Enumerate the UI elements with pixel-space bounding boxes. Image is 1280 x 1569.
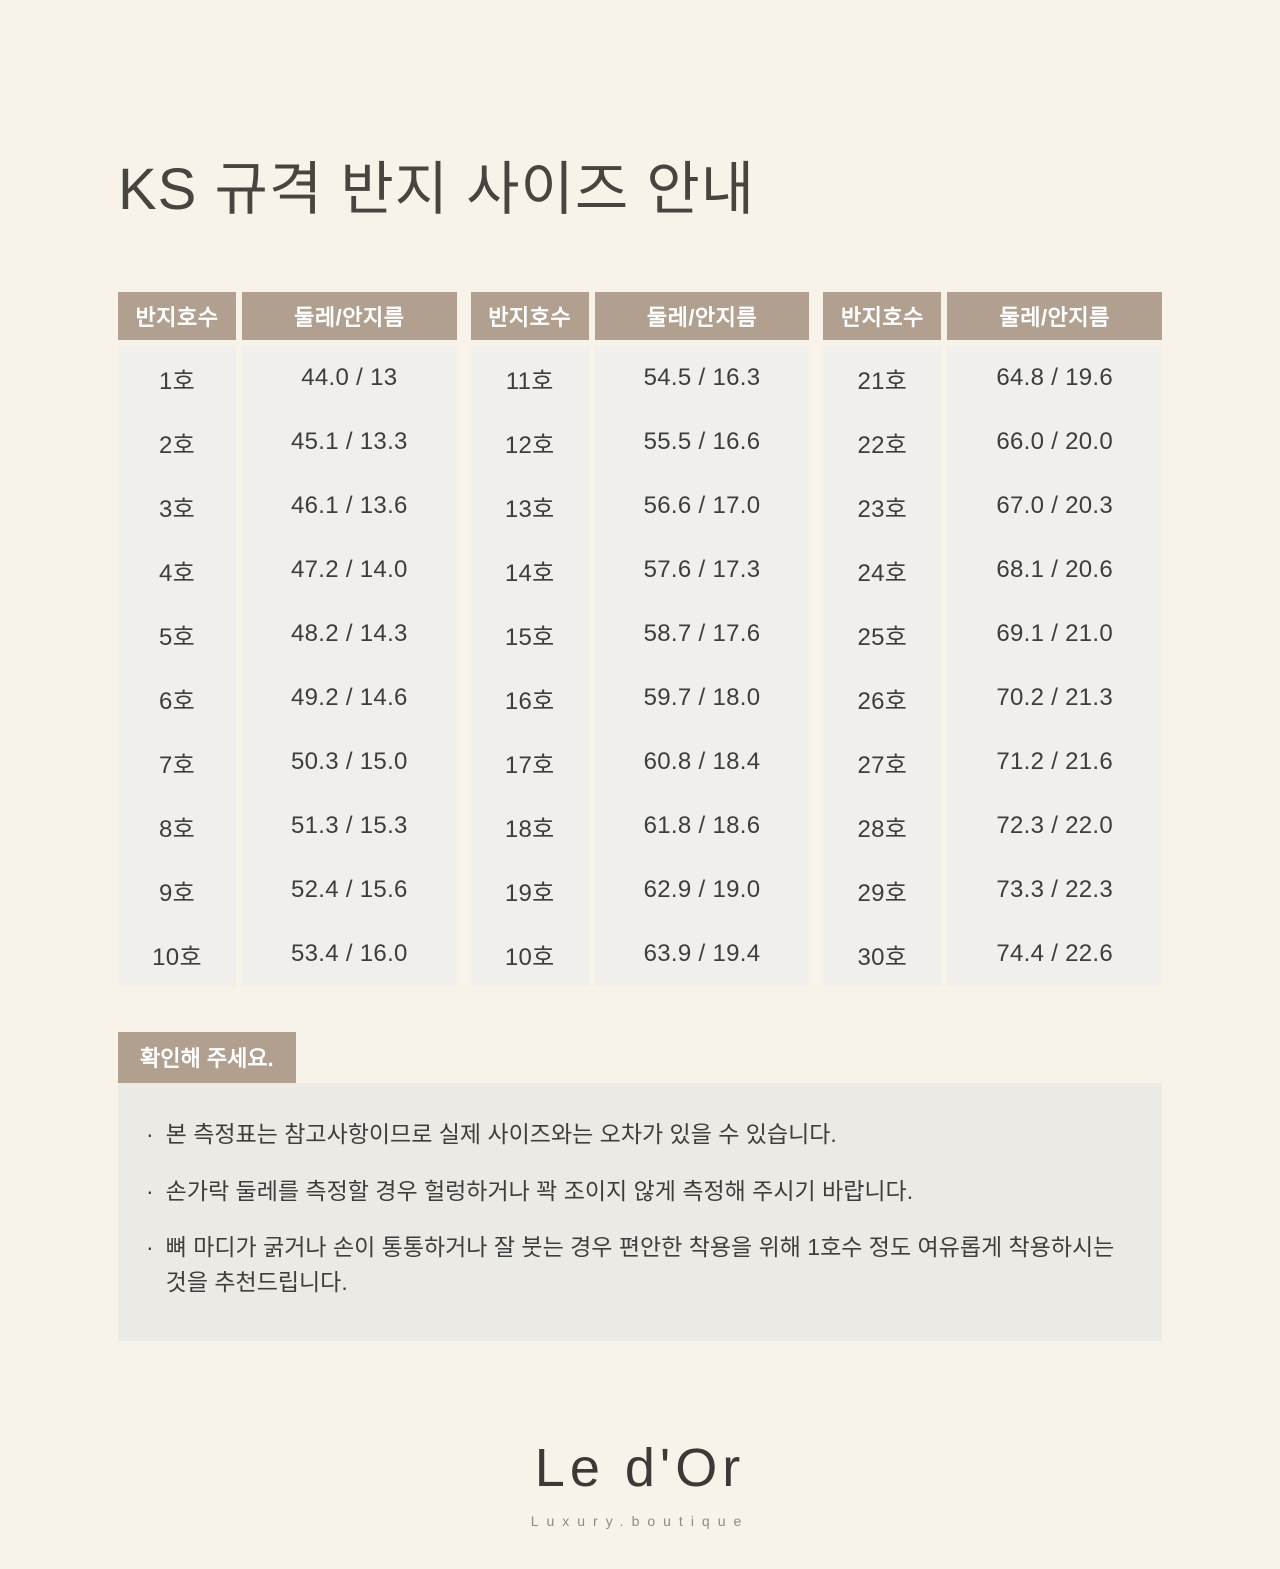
column-header-value: 둘레/안지름 <box>242 292 457 340</box>
value-cell: 54.5 / 16.3 <box>643 364 761 391</box>
bullet-icon: · <box>146 1121 154 1147</box>
table-column: 둘레/안지름 64.8 / 19.6 66.0 / 20.0 67.0 / 20.3 6… <box>947 292 1163 986</box>
size-cell: 25호 <box>857 623 908 651</box>
size-cell: 18호 <box>504 815 555 843</box>
notice-item-text: 손가락 둘레를 측정할 경우 헐렁하거나 꽉 조이지 않게 측정해 주시기 바랍… <box>165 1177 914 1204</box>
size-cell: 26호 <box>857 687 908 715</box>
value-cell: 62.9 / 19.0 <box>643 876 761 903</box>
value-cell: 49.2 / 14.6 <box>290 684 408 711</box>
value-cell: 70.2 / 21.3 <box>996 684 1114 711</box>
value-cell: 58.7 / 17.6 <box>643 620 761 647</box>
value-cell: 61.8 / 18.6 <box>643 812 761 839</box>
footer: Le d'Or Luxury.boutique <box>118 1437 1162 1569</box>
size-cell: 10호 <box>504 943 555 971</box>
value-cell: 66.0 / 20.0 <box>996 428 1114 455</box>
size-cell: 9호 <box>158 879 196 907</box>
value-cell: 59.7 / 18.0 <box>643 684 761 711</box>
value-cell: 53.4 / 16.0 <box>290 940 408 967</box>
table-column: 반지호수 11호 12호 13호 14호 15호 16호 17호 18호 19호 10호 <box>470 292 589 986</box>
page-title: KS 규격 반지 사이즈 안내 <box>118 157 756 222</box>
size-cell: 13호 <box>504 495 555 523</box>
ring-size-table-1: 반지호수 1호 2호 3호 4호 5호 6호 7호 8호 9호 10호 둘레/안지름 44.0 / 13… <box>118 292 457 986</box>
ring-size-tables: 반지호수 1호 2호 3호 4호 5호 6호 7호 8호 9호 10호 둘레/안지름 44.0 / 13… <box>118 292 1163 986</box>
size-cell: 6호 <box>158 687 196 715</box>
value-cell: 72.3 / 22.0 <box>996 812 1114 839</box>
ring-size-table-2: 반지호수 11호 12호 13호 14호 15호 16호 17호 18호 19호 10호 둘레/안지름… <box>470 292 810 986</box>
size-cell: 10호 <box>152 943 202 971</box>
size-cell: 22호 <box>857 431 908 459</box>
size-cell: 24호 <box>857 559 908 587</box>
value-cell: 51.3 / 15.3 <box>290 812 408 839</box>
value-cell: 64.8 / 19.6 <box>996 364 1114 391</box>
value-cell: 68.1 / 20.6 <box>996 556 1114 583</box>
table-body: 54.5 / 16.3 55.5 / 16.6 56.6 / 17.0 57.6 / … <box>594 346 810 986</box>
column-header-size: 반지호수 <box>823 292 942 340</box>
table-body: 64.8 / 19.6 66.0 / 20.0 67.0 / 20.3 68.1 / … <box>947 346 1163 986</box>
column-header-size: 반지호수 <box>470 292 589 340</box>
column-header-value: 둘레/안지름 <box>594 292 810 340</box>
value-cell: 47.2 / 14.0 <box>290 556 408 583</box>
value-cell: 56.6 / 17.0 <box>643 492 761 519</box>
brand-tagline: Luxury.boutique <box>530 1513 750 1529</box>
table-column: 둘레/안지름 44.0 / 13 45.1 / 13.3 46.1 / 13.6 47.… <box>242 292 457 986</box>
size-cell: 17호 <box>504 751 555 779</box>
value-cell: 60.8 / 18.4 <box>643 748 761 775</box>
value-cell: 57.6 / 17.3 <box>643 556 761 583</box>
bullet-icon: · <box>146 1177 154 1204</box>
value-cell: 46.1 / 13.6 <box>290 492 408 519</box>
size-cell: 8호 <box>158 815 196 843</box>
value-cell: 55.5 / 16.6 <box>643 428 761 455</box>
brand-logo: Le d'Or <box>534 1438 746 1498</box>
notice-item: · 본 측정표는 참고사항이므로 실제 사이즈와는 오차가 있을 수 있습니다. <box>146 1117 1120 1152</box>
value-cell: 69.1 / 21.0 <box>996 620 1114 647</box>
table-body: 11호 12호 13호 14호 15호 16호 17호 18호 19호 10호 <box>470 346 589 986</box>
notice-box: · 본 측정표는 참고사항이므로 실제 사이즈와는 오차가 있을 수 있습니다.… <box>118 1083 1162 1341</box>
size-cell: 19호 <box>504 879 555 907</box>
value-cell: 73.3 / 22.3 <box>996 876 1114 903</box>
size-cell: 1호 <box>158 367 196 395</box>
size-cell: 23호 <box>857 495 908 523</box>
size-cell: 28호 <box>857 815 908 843</box>
column-header-value: 둘레/안지름 <box>947 292 1163 340</box>
size-cell: 14호 <box>504 559 555 587</box>
value-cell: 71.2 / 21.6 <box>996 748 1114 775</box>
bullet-icon: · <box>146 1234 154 1260</box>
value-cell: 48.2 / 14.3 <box>290 620 408 647</box>
ring-size-table-3: 반지호수 21호 22호 23호 24호 25호 26호 27호 28호 29호 30호 둘레/안지름… <box>823 292 1163 986</box>
value-cell: 67.0 / 20.3 <box>996 492 1114 519</box>
notice-item-text: 뼈 마디가 굵거나 손이 통통하거나 잘 붓는 경우 편안한 착용을 위해 1호… <box>165 1234 1115 1295</box>
size-cell: 5호 <box>158 623 196 651</box>
size-cell: 29호 <box>857 879 908 907</box>
size-cell: 15호 <box>504 623 555 651</box>
table-column: 반지호수 21호 22호 23호 24호 25호 26호 27호 28호 29호 30호 <box>823 292 942 986</box>
size-cell: 21호 <box>857 367 908 395</box>
table-body: 1호 2호 3호 4호 5호 6호 7호 8호 9호 10호 <box>118 346 236 986</box>
size-cell: 7호 <box>158 751 196 779</box>
column-header-size: 반지호수 <box>118 292 236 340</box>
size-cell: 27호 <box>857 751 908 779</box>
size-cell: 4호 <box>158 559 196 587</box>
value-cell: 50.3 / 15.0 <box>290 748 408 775</box>
notice-item: · 손가락 둘레를 측정할 경우 헐렁하거나 꽉 조이지 않게 측정해 주시기 … <box>146 1174 1120 1209</box>
size-cell: 16호 <box>504 687 555 715</box>
value-cell: 44.0 / 13 <box>301 364 398 391</box>
value-cell: 63.9 / 19.4 <box>643 940 761 967</box>
value-cell: 74.4 / 22.6 <box>996 940 1114 967</box>
table-column: 둘레/안지름 54.5 / 16.3 55.5 / 16.6 56.6 / 17.0 5… <box>594 292 810 986</box>
notice-badge: 확인해 주세요. <box>118 1032 296 1083</box>
size-cell: 30호 <box>857 943 908 971</box>
table-body: 44.0 / 13 45.1 / 13.3 46.1 / 13.6 47.2 / 14… <box>242 346 457 986</box>
size-cell: 12호 <box>504 431 555 459</box>
size-cell: 11호 <box>505 367 554 395</box>
value-cell: 45.1 / 13.3 <box>290 428 408 455</box>
notice-section: 확인해 주세요. · 본 측정표는 참고사항이므로 실제 사이즈와는 오차가 있… <box>118 986 1162 1341</box>
notice-item: · 뼈 마디가 굵거나 손이 통통하거나 잘 붓는 경우 편안한 착용을 위해 … <box>146 1230 1120 1299</box>
size-cell: 2호 <box>158 431 196 459</box>
table-body: 21호 22호 23호 24호 25호 26호 27호 28호 29호 30호 <box>823 346 942 986</box>
size-cell: 3호 <box>158 495 196 523</box>
value-cell: 52.4 / 15.6 <box>290 876 408 903</box>
table-column: 반지호수 1호 2호 3호 4호 5호 6호 7호 8호 9호 10호 <box>118 292 236 986</box>
notice-item-text: 본 측정표는 참고사항이므로 실제 사이즈와는 오차가 있을 수 있습니다. <box>165 1121 837 1147</box>
